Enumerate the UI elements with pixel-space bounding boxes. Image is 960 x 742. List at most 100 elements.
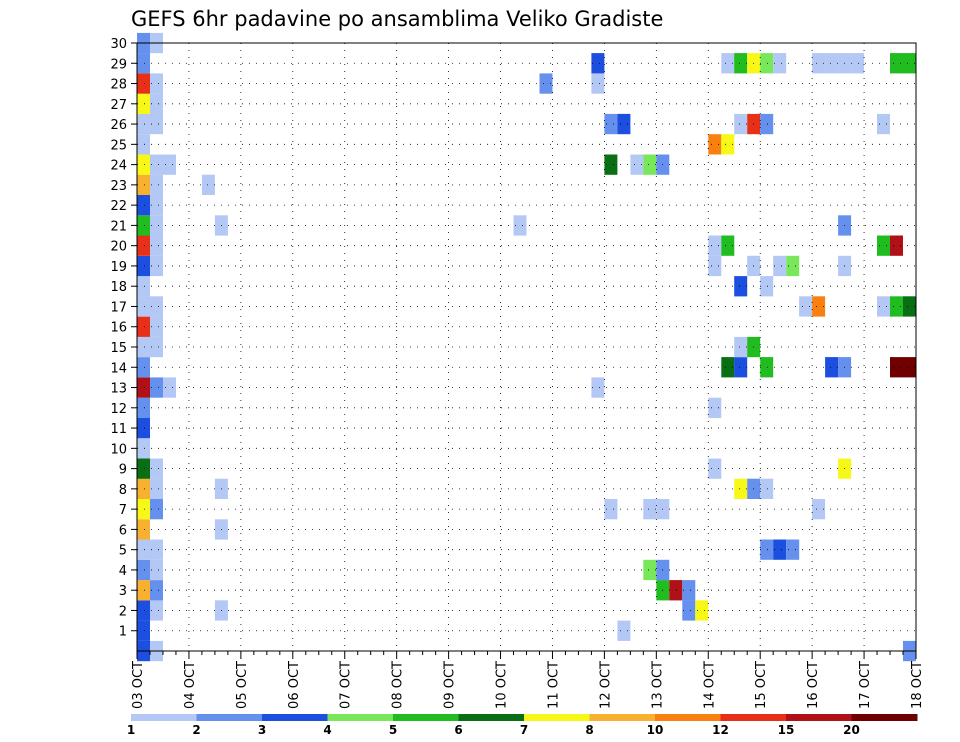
heatmap-cell [903,357,916,378]
heatmap-cell [150,377,163,398]
colorbar-label: 20 [843,723,860,737]
heatmap-cell [150,255,163,277]
colorbar: 1 2 3 4 5 6 7 8 10 12 15 20 [127,714,918,737]
heatmap-cell [773,53,787,74]
colorbar-label: 6 [454,723,462,737]
colorbar-label: 8 [585,723,593,737]
colorbar-swatch [262,714,328,721]
heatmap-cell [137,499,150,520]
heatmap-cell [773,255,787,277]
y-tick-label: 23 [110,179,127,194]
x-tick-label: 18 OCT [910,661,925,709]
heatmap-cell [150,113,163,135]
colorbar-label: 15 [778,723,795,737]
heatmap-cell [721,235,735,256]
heatmap-cell [137,215,150,236]
y-tick-label: 1 [119,625,127,640]
y-tick-label: 5 [119,544,127,559]
heatmap-cell [150,580,163,601]
y-tick-label: 6 [119,523,127,538]
colorbar-swatch [196,714,263,721]
y-tick-label: 22 [110,199,127,214]
x-tick-label: 13 OCT [650,661,665,709]
x-tick-label: 05 OCT [235,661,250,709]
heatmap-cell [137,174,150,195]
colorbar-swatch [327,714,394,721]
heatmap-cell [150,174,163,195]
heatmap-cell [137,53,150,74]
heatmap-cell [137,478,150,499]
heatmap-cell [150,154,163,175]
heatmap-cell [150,296,163,317]
x-tick-label: 08 OCT [391,661,406,709]
heatmap-cell [773,539,787,560]
x-axis: 03 OCT 04 OCT 05 OCT 06 OCT 07 OCT 08 OCT 09 O… [131,651,925,709]
colorbar-swatch [655,714,721,721]
y-tick-label: 7 [119,503,127,518]
heatmap-cell [137,438,150,459]
heatmap-cell [150,478,163,499]
x-tick-label: 15 OCT [754,661,769,709]
heatmap-cell [137,600,150,621]
heatmap-cell [513,215,527,236]
heatmap-cell [137,519,150,540]
heatmap-cell [137,559,150,581]
heatmap-cell [760,478,774,499]
heatmap-cell [669,580,683,601]
heatmap-cell [137,336,150,358]
heatmap-cell [708,255,722,277]
heatmap-cell [643,154,657,175]
y-tick-label: 11 [110,422,127,437]
heatmap-cell [760,357,774,378]
x-tick-label: 04 OCT [183,661,198,709]
y-tick-label: 19 [110,260,127,275]
heatmap-cell [137,580,150,601]
heatmap-cell [825,357,839,378]
y-tick-label: 9 [119,463,127,478]
x-tick-label: 06 OCT [287,661,302,709]
heatmap-cell [708,134,722,155]
colorbar-swatch [851,714,918,721]
heatmap-cell [734,53,748,74]
y-axis: 1234567891011121314151617181920212223242… [110,37,137,640]
heatmap-cell [137,539,150,560]
colorbar-label: 1 [127,723,135,737]
colorbar-swatch [720,714,787,721]
heatmap-cell [708,397,722,418]
heatmap-cell [150,195,163,216]
heatmap-cell [150,215,163,236]
colorbar-label: 2 [192,723,200,737]
heatmap-cell [150,499,163,520]
x-tick-label: 07 OCT [339,661,354,709]
heatmap-cell [877,296,890,317]
heatmap-cell [721,357,735,378]
colorbar-swatch [131,714,197,721]
y-tick-label: 4 [119,564,127,579]
heatmap-cell [890,296,903,317]
heatmap-cell [734,478,748,499]
heatmap-cell [150,316,163,337]
y-tick-label: 27 [110,98,127,113]
heatmap-cell [137,134,150,155]
y-tick-label: 16 [110,321,127,336]
heatmap-cell [591,377,605,398]
heatmap-cell [617,620,631,641]
colorbar-swatch [589,714,656,721]
x-tick-label: 14 OCT [702,661,717,709]
chart-title: GEFS 6hr padavine po ansamblima Veliko G… [131,7,663,31]
heatmap-cell [163,377,176,398]
heatmap-cell [903,296,916,317]
heatmap-cell [708,458,722,479]
colorbar-label: 3 [258,723,266,737]
heatmap-cell [760,113,774,135]
heatmap-cell [721,53,735,74]
y-tick-label: 30 [110,37,127,52]
heatmap-cell [643,559,657,581]
heatmap-cell [137,154,150,175]
x-tick-label: 16 OCT [806,661,821,709]
colorbar-swatch [786,714,852,721]
heatmap-cell [812,499,826,520]
heatmap-cell [150,336,163,358]
x-tick-label: 03 OCT [131,661,146,709]
heatmap-cell [682,580,696,601]
